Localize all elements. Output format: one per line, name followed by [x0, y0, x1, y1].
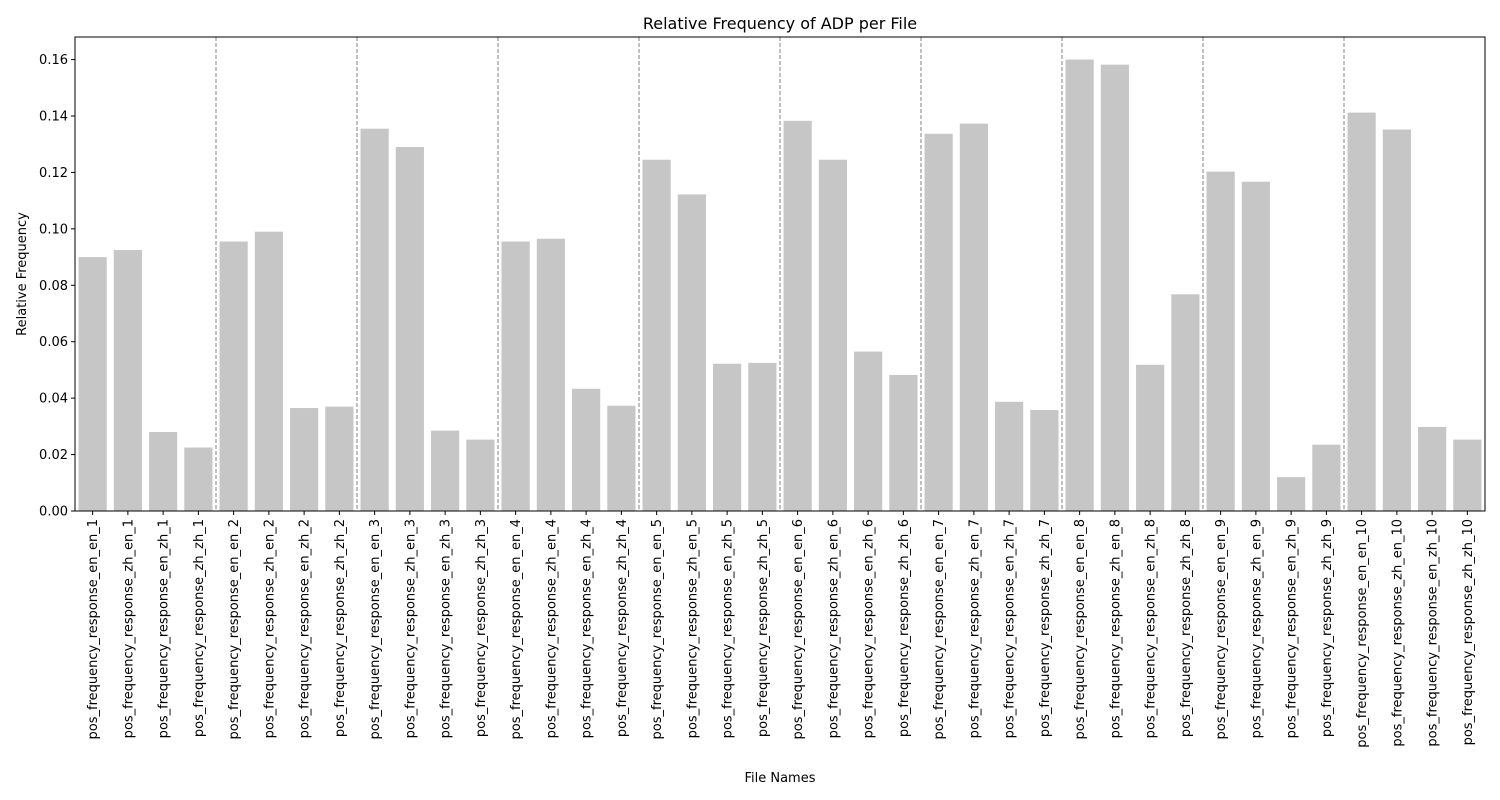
chart-title: Relative Frequency of ADP per File [643, 14, 917, 33]
x-tick-label: pos_frequency_response_zh_en_7 [967, 519, 982, 738]
x-tick-label: pos_frequency_response_en_zh_5 [721, 519, 736, 738]
bar [607, 405, 636, 511]
y-tick-label: 0.08 [39, 279, 68, 294]
x-tick-label: pos_frequency_response_en_zh_10 [1426, 519, 1441, 747]
x-tick-label: pos_frequency_response_zh_zh_5 [756, 519, 771, 737]
bar [889, 375, 918, 511]
y-tick-label: 0.10 [39, 222, 68, 237]
bar [325, 406, 354, 511]
x-tick-label: pos_frequency_response_zh_en_4 [544, 519, 559, 738]
x-tick-label: pos_frequency_response_en_en_4 [509, 519, 524, 739]
x-tick-label: pos_frequency_response_en_zh_6 [862, 519, 877, 738]
x-tick-label: pos_frequency_response_zh_zh_6 [897, 519, 912, 737]
y-axis: 0.00 0.02 0.04 0.06 0.08 0.10 0.12 0.14 0.16 [39, 53, 75, 520]
bar [1382, 129, 1411, 512]
bar [1418, 426, 1447, 511]
x-tick-label: pos_frequency_response_zh_zh_9 [1320, 519, 1335, 737]
y-tick-label: 0.02 [39, 448, 68, 463]
x-tick-label: pos_frequency_response_en_en_5 [650, 519, 665, 739]
bar [572, 388, 601, 511]
y-tick-label: 0.16 [39, 53, 68, 68]
x-tick-label: pos_frequency_response_en_en_9 [1214, 519, 1229, 739]
x-axis: pos_frequency_response_en_en_1 pos_freque… [86, 511, 1476, 748]
y-tick-label: 0.06 [39, 335, 68, 350]
x-tick-label: pos_frequency_response_en_en_10 [1355, 519, 1370, 748]
x-tick-label: pos_frequency_response_en_zh_1 [157, 519, 172, 738]
bar [536, 238, 565, 512]
y-axis-title: Relative Frequency [15, 212, 30, 336]
bar [431, 430, 460, 511]
bar [924, 133, 953, 511]
bar [1206, 171, 1235, 511]
bar [1347, 112, 1376, 512]
y-tick-label: 0.04 [39, 392, 68, 407]
x-tick-label: pos_frequency_response_zh_zh_10 [1461, 519, 1476, 745]
bar [713, 363, 742, 511]
bar [290, 408, 319, 511]
x-tick-label: pos_frequency_response_en_en_1 [86, 519, 101, 739]
x-tick-label: pos_frequency_response_zh_zh_2 [333, 519, 348, 737]
bar [466, 439, 495, 511]
bar [854, 351, 883, 511]
bar [149, 432, 178, 511]
x-tick-label: pos_frequency_response_zh_zh_3 [474, 519, 489, 737]
y-tick-label: 0.12 [39, 166, 68, 181]
x-tick-label: pos_frequency_response_en_zh_3 [439, 519, 454, 738]
bar [642, 159, 671, 512]
bar [1136, 364, 1165, 511]
x-tick-label: pos_frequency_response_zh_en_10 [1390, 519, 1405, 747]
bar [677, 194, 706, 511]
bar [783, 120, 812, 512]
x-tick-label: pos_frequency_response_en_zh_9 [1285, 519, 1300, 738]
bar [254, 231, 283, 511]
bars-group [78, 59, 1482, 512]
bar [1100, 64, 1129, 512]
x-tick-label: pos_frequency_response_zh_en_9 [1249, 519, 1264, 738]
x-axis-title: File Names [744, 771, 815, 786]
x-tick-label: pos_frequency_response_zh_zh_1 [192, 519, 207, 737]
x-tick-label: pos_frequency_response_en_en_8 [1073, 519, 1088, 739]
x-tick-label: pos_frequency_response_en_en_7 [932, 519, 947, 739]
bar [1065, 59, 1094, 511]
x-tick-label: pos_frequency_response_zh_en_2 [262, 519, 277, 738]
plot-frame [74, 36, 1486, 512]
x-tick-label: pos_frequency_response_en_zh_4 [580, 519, 595, 738]
bar [959, 123, 988, 512]
bar [818, 159, 847, 512]
x-tick-label: pos_frequency_response_en_zh_2 [298, 519, 313, 738]
x-tick-label: pos_frequency_response_zh_zh_7 [1038, 519, 1053, 737]
bar [1171, 294, 1200, 511]
x-tick-label: pos_frequency_response_zh_en_8 [1108, 519, 1123, 738]
bar [501, 241, 530, 512]
x-tick-label: pos_frequency_response_en_zh_7 [1003, 519, 1018, 738]
bar [1241, 181, 1270, 512]
bar [1312, 444, 1341, 511]
bar [395, 147, 424, 512]
group-separators [215, 37, 1345, 511]
x-tick-label: pos_frequency_response_en_en_2 [227, 519, 242, 739]
bar [78, 257, 107, 511]
x-tick-label: pos_frequency_response_en_zh_8 [1144, 519, 1159, 738]
x-tick-label: pos_frequency_response_zh_en_5 [685, 519, 700, 738]
bar [1453, 439, 1482, 511]
bar [995, 401, 1024, 511]
x-tick-label: pos_frequency_response_zh_en_6 [826, 519, 841, 738]
x-tick-label: pos_frequency_response_zh_en_3 [403, 519, 418, 738]
y-tick-label: 0.14 [39, 110, 68, 125]
x-tick-label: pos_frequency_response_zh_en_1 [121, 519, 136, 738]
x-tick-label: pos_frequency_response_en_en_3 [368, 519, 383, 739]
bar [219, 241, 248, 512]
bar [184, 447, 213, 511]
x-tick-label: pos_frequency_response_zh_zh_8 [1179, 519, 1194, 737]
y-tick-label: 0.00 [39, 505, 68, 520]
bar [1030, 409, 1059, 511]
bar [748, 362, 777, 512]
x-tick-label: pos_frequency_response_zh_zh_4 [615, 519, 630, 737]
bar [1277, 477, 1306, 511]
x-tick-label: pos_frequency_response_en_en_6 [791, 519, 806, 739]
bar [113, 250, 142, 511]
bar [360, 128, 389, 511]
